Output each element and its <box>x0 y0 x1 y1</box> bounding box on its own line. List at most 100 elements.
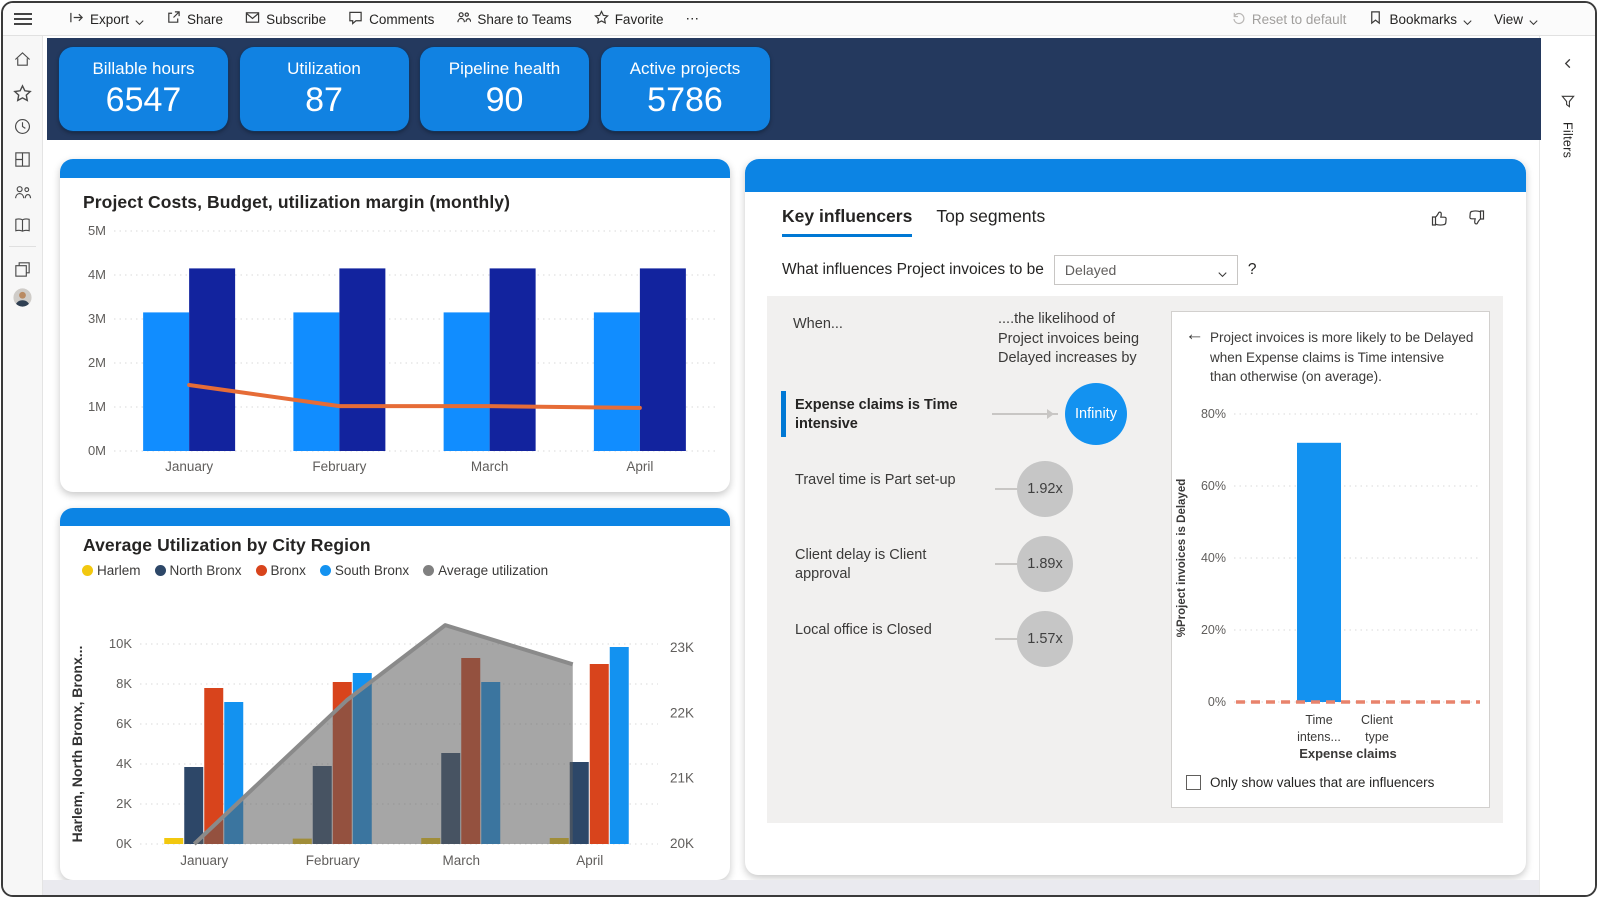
teams-icon <box>456 10 472 28</box>
card-header-strip <box>60 159 730 178</box>
kpi-label: Pipeline health <box>448 59 561 78</box>
svg-text:2M: 2M <box>88 355 106 370</box>
toolbar-item-label: Reset to default <box>1251 11 1347 27</box>
likelihood-label: ....the likelihood of Project invoices b… <box>998 311 1140 367</box>
kpi-value: 5786 <box>647 81 723 119</box>
svg-text:Harlem, North Bronx, Bronx...: Harlem, North Bronx, Bronx... <box>69 646 85 843</box>
kpi-card-active-projects[interactable]: Active projects 5786 <box>600 47 770 131</box>
toolbar-item-label: Bookmarks <box>1389 11 1457 27</box>
chevron-down-icon <box>1463 15 1472 25</box>
user-avatar[interactable] <box>12 288 33 308</box>
svg-text:February: February <box>312 459 366 474</box>
svg-text:intens...: intens... <box>1297 730 1341 744</box>
influencer-impact-bubble[interactable]: 1.92x <box>1017 461 1073 517</box>
legend-item-south-bronx[interactable]: South Bronx <box>319 563 409 578</box>
thumb-down-icon[interactable] <box>1464 207 1486 229</box>
toolbar-item-comments[interactable]: Comments <box>339 6 443 32</box>
tab-top-segments[interactable]: Top segments <box>936 206 1046 226</box>
toolbar-item-label: Comments <box>369 11 435 27</box>
costs-budget-chart[interactable]: 0M 1M 2M 3M 4M 5M January February March April <box>70 219 720 487</box>
svg-text:type: type <box>1365 730 1389 744</box>
influencer-factor[interactable]: Expense claims is Time intensive <box>795 397 958 432</box>
toolbar-item-bookmarks[interactable]: Bookmarks <box>1359 6 1481 32</box>
sidebar-layers-icon[interactable] <box>13 260 33 280</box>
feedback-icons <box>1430 207 1486 229</box>
sidebar-clock-icon[interactable] <box>13 117 33 137</box>
ki-content-area: When... ....the likelihood of Project in… <box>767 296 1503 823</box>
svg-text:40%: 40% <box>1201 551 1226 565</box>
legend-label: North Bronx <box>169 563 242 578</box>
filters-label[interactable]: Filters <box>1560 122 1575 159</box>
svg-text:January: January <box>165 459 213 474</box>
influencer-factor[interactable]: Local office is Closed <box>795 622 932 638</box>
kpi-card-billable-hours[interactable]: Billable hours 6547 <box>59 47 228 131</box>
sidebar-home-icon[interactable] <box>13 50 33 70</box>
influencer-impact-bubble[interactable]: Infinity <box>1065 383 1127 445</box>
svg-text:Time: Time <box>1305 713 1332 727</box>
kpi-card-utilization[interactable]: Utilization 87 <box>239 47 409 131</box>
kpi-card-pipeline-health[interactable]: Pipeline health 90 <box>420 47 589 131</box>
chart-title: Project Costs, Budget, utilization margi… <box>83 192 511 212</box>
svg-text:8K: 8K <box>116 676 132 691</box>
sidebar-people-icon[interactable] <box>13 183 33 203</box>
toolbar-item-share[interactable]: Share <box>157 6 232 32</box>
report-toolbar: Export Share Subscribe Comments Share to Tea… <box>3 3 1595 36</box>
influencer-impact-bubble[interactable]: 1.57x <box>1017 611 1073 667</box>
legend-item-harlem[interactable]: Harlem <box>82 563 141 578</box>
toolbar-item-label: Subscribe <box>266 11 327 27</box>
toolbar-item-label: ⋯ <box>685 11 699 26</box>
question-suffix: ? <box>1247 261 1257 278</box>
collapse-chevron-icon[interactable] <box>1562 56 1573 74</box>
toolbar-item-favorite[interactable]: Favorite <box>585 6 673 32</box>
only-influencers-checkbox[interactable] <box>1186 775 1201 790</box>
card-header-strip <box>745 159 1526 192</box>
toolbar-item-export[interactable]: Export <box>60 6 153 32</box>
toolbar-item-label: View <box>1493 11 1523 27</box>
toolbar-item-label: Share to Teams <box>477 11 572 27</box>
svg-text:2K: 2K <box>116 796 132 811</box>
export-icon <box>69 10 84 28</box>
comment-icon <box>348 10 363 28</box>
avg-utilization-chart-card: Average Utilization by City Region Harle… <box>60 508 730 880</box>
hamburger-menu-icon[interactable] <box>14 13 32 25</box>
undo-icon <box>1231 10 1246 28</box>
influencer-detail-chart[interactable]: 0% 20% 40% 60% 80% Time intens... Client type Exp… <box>1172 384 1489 764</box>
toolbar-item-label: Favorite <box>614 11 664 27</box>
sidebar-grid-icon[interactable] <box>13 150 33 170</box>
metric-dropdown[interactable]: Delayed <box>1053 255 1238 285</box>
filter-funnel-icon[interactable] <box>1560 94 1575 114</box>
toolbar-item-share-to-teams[interactable]: Share to Teams <box>447 6 580 32</box>
back-arrow-icon[interactable]: ← <box>1185 324 1204 345</box>
chevron-down-icon <box>1529 15 1538 25</box>
thumb-up-icon[interactable] <box>1430 207 1452 229</box>
star-icon <box>593 10 609 28</box>
legend-item-average-utilization[interactable]: Average utilization <box>423 563 548 578</box>
checkbox-label: Only show values that are influencers <box>1210 775 1435 790</box>
svg-text:1M: 1M <box>88 399 106 414</box>
svg-text:February: February <box>306 853 360 868</box>
svg-text:0%: 0% <box>1208 695 1226 709</box>
utilization-by-region-chart[interactable]: 0K 2K 4K 6K 8K 10K 20K 21K 22K 23K January February… <box>66 584 724 876</box>
toolbar-item-subscribe[interactable]: Subscribe <box>236 6 335 32</box>
legend-label: Average utilization <box>438 563 549 578</box>
influencer-factor[interactable]: Travel time is Part set-up <box>795 472 956 488</box>
sidebar-book-icon[interactable] <box>13 216 33 236</box>
svg-text:3M: 3M <box>88 311 106 326</box>
influencer-factor[interactable]: Client delay is Client approval <box>795 547 927 582</box>
svg-text:80%: 80% <box>1201 407 1226 421</box>
legend-label: Bronx <box>270 563 306 578</box>
svg-text:20%: 20% <box>1201 623 1226 637</box>
influencer-impact-bubble[interactable]: 1.89x <box>1017 536 1073 592</box>
svg-text:4K: 4K <box>116 756 132 771</box>
sidebar-star-icon[interactable] <box>12 84 33 104</box>
tab-key-influencers[interactable]: Key influencers <box>782 206 913 237</box>
svg-text:April: April <box>626 459 653 474</box>
legend-item-bronx[interactable]: Bronx <box>255 563 306 578</box>
influencer-detail-panel: ← Project invoices is more likely to be … <box>1171 311 1490 808</box>
toolbar-item--[interactable]: ⋯ <box>676 7 708 31</box>
legend-item-north-bronx[interactable]: North Bronx <box>154 563 242 578</box>
toolbar-item-view[interactable]: View <box>1485 8 1547 31</box>
svg-text:March: March <box>442 853 480 868</box>
key-influencers-card: Key influencers Top segments What influe… <box>745 159 1526 875</box>
